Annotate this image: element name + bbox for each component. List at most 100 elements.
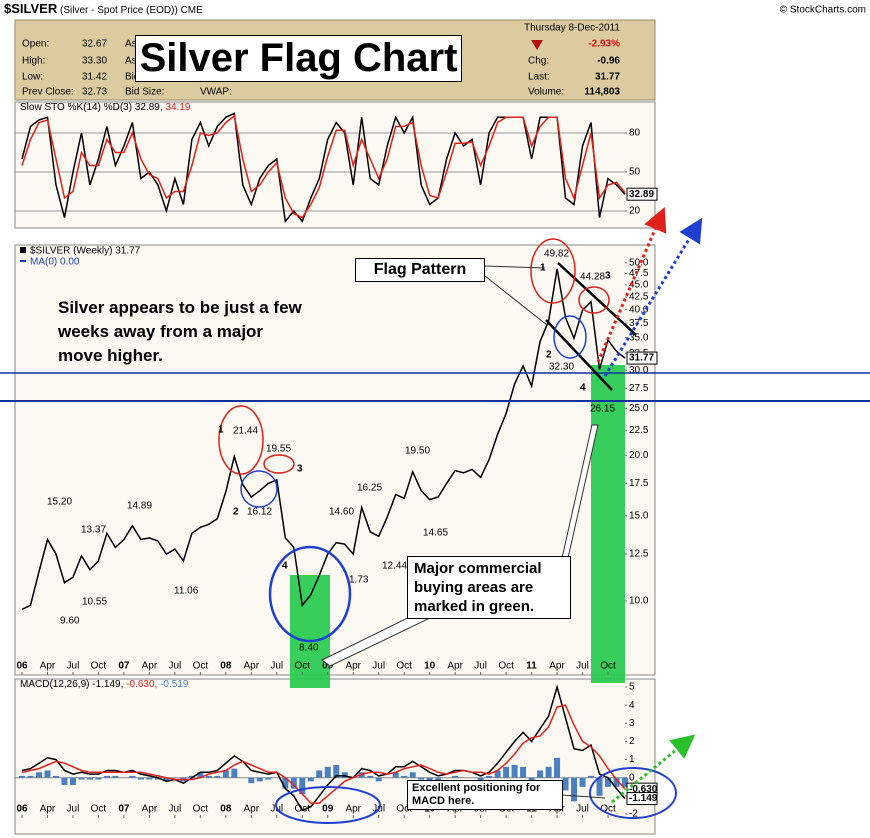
end-label: 31.77 [629, 353, 654, 364]
projection-arrow [611, 734, 696, 804]
end-label-box [626, 187, 658, 201]
point-labels: 1 21.44 2 16.12 19.55 3 4 8.40 15.20 13.… [47, 249, 615, 654]
histogram-bar [35, 772, 42, 778]
price-label: 21.44 [233, 426, 258, 437]
wave-label: 3 [605, 271, 611, 282]
x-tick-label: Apr [40, 661, 56, 672]
histogram-bar [316, 770, 323, 778]
buy-zone [290, 575, 330, 688]
series-line [21, 114, 626, 219]
end-label-box [626, 351, 658, 365]
x-tick-label: Oct [600, 804, 616, 815]
histogram-bar [129, 775, 136, 778]
histogram-bar [571, 777, 578, 802]
price-label: 15.20 [47, 497, 72, 508]
histogram-bar [520, 766, 527, 778]
highlight-circle [589, 767, 677, 819]
histogram-bar [197, 772, 204, 778]
price-label: 9.60 [60, 616, 80, 627]
x-tick-label: Oct [91, 661, 107, 672]
x-tick-label: Jul [67, 804, 80, 815]
histogram-bar [579, 777, 586, 787]
histogram-bar [265, 777, 272, 780]
y-tick-label: 4 [629, 700, 635, 711]
legend-item: -0.630, [126, 679, 157, 690]
histogram-bar [477, 777, 484, 782]
legend-item: -0.519 [160, 679, 189, 690]
histogram-bar [537, 770, 544, 778]
y-tick-label: 10.0 [629, 596, 649, 607]
histogram-bar [19, 775, 25, 778]
change-pct: -2.93% [588, 39, 620, 50]
y-tick-label: 45.0 [629, 280, 649, 291]
field-label: Bid [125, 72, 139, 83]
x-tick-label: 06 [16, 661, 28, 672]
y-tick-label: 0 [629, 772, 635, 783]
y-tick-label: 20.0 [629, 450, 649, 461]
price-label: 14.60 [329, 507, 354, 518]
y-tick-label: 20 [629, 206, 641, 217]
histogram-bar [562, 777, 569, 791]
histogram-bar [146, 777, 153, 780]
y-tick-label: 15.0 [629, 510, 649, 521]
histogram-bar [409, 772, 416, 778]
price-label: 26.15 [590, 404, 615, 415]
histogram-bar [545, 766, 552, 778]
y-tick-label: -2 [629, 809, 638, 820]
x-tick-label: Apr [244, 661, 260, 672]
x-tick-label: Apr [549, 661, 565, 672]
wave-label: 3 [297, 464, 303, 475]
y-tick-label: 3 [629, 718, 635, 729]
x-tick-label: 08 [220, 804, 232, 815]
wave-label: 4 [282, 561, 288, 572]
field-label: As [125, 56, 137, 67]
histogram-bar [358, 772, 365, 778]
description: (Silver - Spot Price (EOD)) [60, 5, 178, 16]
histogram-bar [205, 775, 212, 778]
x-tick-label: Oct [91, 804, 107, 815]
histogram-bar [86, 777, 93, 780]
field-label: Chg: [528, 56, 549, 67]
wave-label: 1 [218, 425, 224, 436]
title-box: Silver Flag Chart [135, 35, 462, 82]
end-label-box [626, 792, 658, 806]
histogram-bar [103, 775, 110, 778]
price-label: 8.40 [299, 643, 319, 654]
price-label: 32.30 [549, 362, 574, 373]
histogram-bar [324, 766, 331, 778]
field-label: Last: [528, 72, 550, 83]
field-value: 31.77 [595, 72, 620, 83]
histogram-bar [596, 777, 603, 796]
end-label: -1.149 [629, 793, 658, 804]
highlight-circle [530, 238, 576, 304]
header-title: $SILVER (Silver - Spot Price (EOD)) CME [4, 1, 203, 16]
price-label: 1.73 [349, 575, 369, 586]
histogram-bar [426, 777, 433, 782]
buy-zone [591, 365, 625, 683]
histogram-bar [248, 777, 255, 784]
field-label: VWAP: [200, 87, 232, 98]
histogram-bar [299, 777, 306, 795]
field-label: High: [22, 56, 45, 67]
projection-arrow [603, 217, 703, 377]
histogram-bar [290, 777, 297, 789]
x-tick-label: 10 [424, 661, 436, 672]
wave-label: 1 [540, 263, 546, 274]
histogram-bar [231, 768, 238, 778]
x-tick-label: Jul [576, 804, 589, 815]
histogram-bar [605, 777, 612, 787]
highlight-circle [275, 786, 381, 824]
histogram-bar [528, 777, 535, 782]
field-value: 33.30 [82, 56, 107, 67]
y-tick-label: 30.0 [629, 365, 649, 376]
histogram-bar [214, 775, 221, 778]
field-label: Prev Close: [22, 87, 74, 98]
wave-label: 4 [580, 383, 586, 394]
field-value: 32.73 [82, 87, 107, 98]
projection-arrow [596, 206, 667, 363]
histogram-bar [256, 777, 263, 782]
field-label: As [125, 39, 137, 50]
x-tick-label: Oct [396, 661, 412, 672]
histogram-bar [282, 777, 289, 789]
x-tick-label: 09 [322, 661, 334, 672]
